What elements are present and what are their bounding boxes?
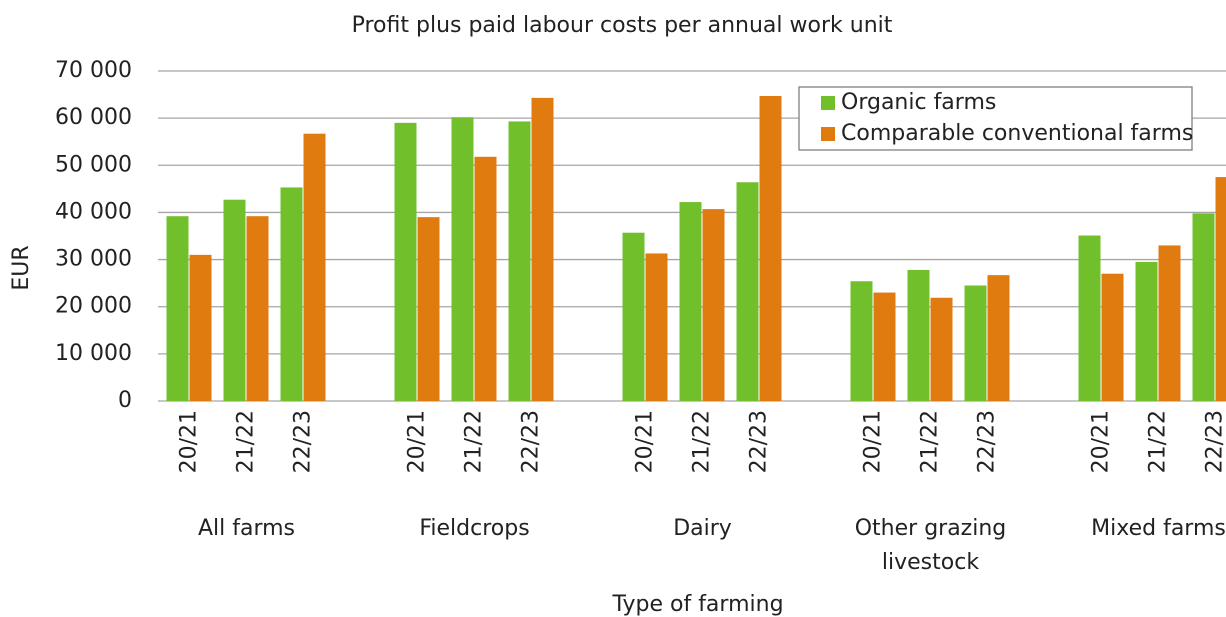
bar [189,254,212,401]
bar [531,97,554,401]
bar [417,217,440,401]
bar [679,202,702,401]
bar [702,209,725,401]
bar [1135,261,1158,401]
bar [1192,213,1215,401]
bar [394,122,417,401]
x-tick-label: 22/23 [519,410,544,473]
x-tick-label: 22/23 [1203,410,1226,473]
bar [1078,235,1101,401]
x-tick-label: 22/23 [975,410,1000,473]
x-axis-title: Type of farming [611,592,783,617]
x-tick-label: 20/21 [861,410,886,473]
x-tick-label: 20/21 [405,410,430,473]
chart-title: Profit plus paid labour costs per annual… [352,13,893,38]
y-tick-label: 60 000 [55,105,132,130]
y-tick-label: 30 000 [55,247,132,272]
y-axis-title: EUR [9,245,34,290]
bar [987,275,1010,401]
bar [1158,245,1181,401]
bar [964,285,987,401]
bar [930,297,953,401]
group-label: Other grazing livestock [854,516,1007,575]
bar [474,156,497,401]
bar [303,133,326,401]
bar [759,95,782,401]
x-tick-label: 21/22 [462,410,487,473]
legend-swatch [821,127,835,141]
bar [736,182,759,401]
bar [645,253,668,401]
bar [907,269,930,401]
legend-label: Organic farms [841,90,996,115]
legend-label: Comparable conventional farms [841,121,1193,146]
bar [622,232,645,401]
group-label: Mixed farms [1091,516,1226,541]
legend-swatch [821,96,835,110]
y-tick-label: 20 000 [55,294,132,319]
x-tick-label: 21/22 [918,410,943,473]
bar [1215,177,1226,401]
x-tick-label: 22/23 [747,410,772,473]
x-tick-label: 21/22 [1146,410,1171,473]
bar [508,121,531,401]
group-label: Dairy [673,516,732,541]
x-tick-label: 20/21 [1089,410,1114,473]
x-tick-label: 20/21 [177,410,202,473]
y-tick-label: 10 000 [55,341,132,366]
y-tick-label: 70 000 [55,58,132,83]
bar [850,281,873,401]
bar [280,187,303,401]
group-label: All farms [197,516,296,541]
bar [166,216,189,401]
x-tick-label: 21/22 [690,410,715,473]
y-tick-label: 40 000 [55,199,132,224]
bar [1101,273,1124,401]
x-tick-label: 22/23 [291,410,316,473]
bar [246,216,269,401]
x-tick-label: 21/22 [234,410,259,473]
y-tick-label: 0 [118,388,132,413]
y-tick-label: 50 000 [55,152,132,177]
bar [873,292,896,401]
group-label: Fieldcrops [419,516,530,541]
bar [451,117,474,401]
legend-box [798,86,1193,151]
bar [223,199,246,401]
x-tick-label: 20/21 [633,410,658,473]
